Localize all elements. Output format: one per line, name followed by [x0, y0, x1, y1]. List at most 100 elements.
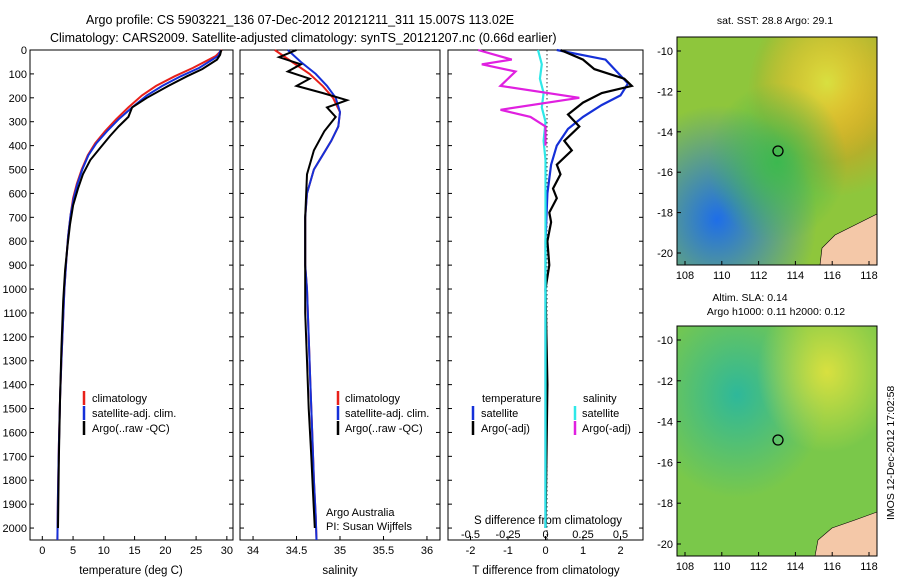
x-tick-label: 1	[580, 545, 586, 557]
map-x-tick-label: 108	[676, 270, 694, 282]
map-y-tick-label: -18	[657, 498, 673, 510]
sla-yellow-region	[677, 326, 877, 556]
temp-series-2	[57, 49, 223, 529]
salinity-x-axis: 34 34.5 35 35.5 36	[247, 536, 433, 557]
map-x-tick-label: 114	[787, 270, 805, 282]
map-y-tick-label: -14	[657, 417, 673, 429]
map-y-tick-label: -14	[657, 127, 673, 139]
legend-t-argo: Argo(-adj)	[481, 423, 530, 435]
map-y-tick-label: -20	[657, 539, 673, 551]
diff-series-2	[536, 49, 547, 528]
s-diff-tick-label: 0.5	[613, 529, 628, 541]
x-tick-label: 30	[221, 545, 233, 557]
depth-axis: 0 100 200 300 400 500 600 700 800 900 1000 1100 1200…	[3, 45, 643, 535]
diff-series-1	[544, 48, 635, 529]
diff-series-3	[477, 48, 580, 146]
map-y-tick-label: -16	[657, 167, 673, 179]
depth-tick-label: 800	[9, 236, 27, 248]
pi-note: PI: Susan Wijffels	[326, 521, 412, 533]
map-x-tick-label: 116	[823, 561, 841, 573]
depth-tick-label: 1400	[3, 380, 27, 392]
x-tick-label: 20	[159, 545, 171, 557]
depth-tick-label: 1200	[3, 332, 27, 344]
depth-tick-label: 0	[21, 45, 27, 57]
x-tick-label: 2	[617, 545, 623, 557]
depth-tick-label: 1700	[3, 451, 27, 463]
x-tick-label: 35	[334, 545, 346, 557]
s-difference-label: S difference from climatology	[474, 515, 622, 527]
depth-tick-label: 2000	[3, 523, 27, 535]
sst-map-title: sat. SST: 28.8 Argo: 29.1	[717, 15, 833, 27]
legend-satellite: satellite-adj. clim.	[92, 408, 176, 420]
s-diff-tick-label: -0.5	[461, 529, 480, 541]
difference-legend: temperature salinity satellite Argo(-adj…	[471, 393, 631, 435]
legend-satellite: satellite-adj. clim.	[345, 408, 429, 420]
s-diff-tick-label: 0	[542, 529, 548, 541]
temperature-x-label: temperature (deg C)	[79, 565, 183, 577]
sla-map	[676, 325, 878, 557]
depth-tick-label: 1100	[3, 308, 27, 320]
sla-argo-location-marker	[772, 434, 784, 446]
depth-tick-label: 1800	[3, 475, 27, 487]
title-line-2: Climatology: CARS2009. Satellite-adjuste…	[50, 31, 557, 45]
depth-tick-label: 1300	[3, 356, 27, 368]
map-x-tick-label: 108	[676, 561, 694, 573]
legend-climatology: climatology	[345, 393, 401, 405]
difference-x-label: T difference from climatology	[472, 565, 619, 577]
s-difference-axis: -0.5 -0.25 0 0.25 0.5	[461, 529, 628, 541]
profile-series	[56, 48, 635, 541]
depth-tick-label: 1500	[3, 404, 27, 416]
sla-map-title-2: Argo h1000: 0.11 h2000: 0.12	[707, 306, 845, 318]
legend-s-satellite: satellite	[582, 408, 619, 420]
legend-argo: Argo(..raw -QC)	[345, 423, 423, 435]
x-tick-label: 0	[39, 545, 45, 557]
map-x-tick-label: 118	[860, 561, 878, 573]
x-tick-label: 35.5	[373, 545, 394, 557]
x-tick-label: 25	[190, 545, 202, 557]
sla-map-title-1: Altim. SLA: 0.14	[712, 292, 787, 304]
x-tick-label: 0	[542, 545, 548, 557]
temperature-legend: climatology satellite-adj. clim. Argo(..…	[82, 391, 176, 435]
sal-series-2	[276, 49, 351, 529]
legend-argo: Argo(..raw -QC)	[92, 423, 170, 435]
temperature-x-axis: 0 5 10 15 20 25 30	[39, 536, 233, 557]
map-x-tick-label: 110	[713, 270, 731, 282]
temperature-panel	[29, 49, 234, 541]
legend-s-argo: Argo(-adj)	[582, 423, 631, 435]
legend-climatology: climatology	[92, 393, 148, 405]
difference-x-axis: -2 -1 0 1 2	[466, 536, 624, 557]
depth-tick-label: 900	[9, 260, 27, 272]
depth-tick-label: 1900	[3, 499, 27, 511]
depth-tick-label: 1000	[3, 284, 27, 296]
s-diff-tick-label: -0.25	[495, 529, 520, 541]
map-x-tick-label: 112	[750, 561, 768, 573]
depth-tick-label: 300	[9, 117, 27, 129]
depth-tick-label: 500	[9, 165, 27, 177]
map-y-tick-label: -18	[657, 208, 673, 220]
salinity-panel	[239, 49, 441, 541]
title-line-1: Argo profile: CS 5903221_136 07-Dec-2012…	[86, 13, 514, 27]
sst-map-frame	[676, 36, 878, 266]
map-x-tick-label: 112	[750, 270, 768, 282]
map-x-tick-label: 116	[823, 270, 841, 282]
map-y-tick-label: -10	[657, 46, 673, 58]
x-tick-label: 15	[128, 545, 140, 557]
legend-t-satellite: satellite	[481, 408, 518, 420]
map-x-tick-label: 118	[860, 270, 878, 282]
x-tick-label: 34	[247, 545, 259, 557]
sst-argo-location-marker	[772, 145, 784, 157]
depth-tick-label: 100	[9, 69, 27, 81]
map-y-tick-label: -20	[657, 248, 673, 260]
map-y-tick-label: -12	[657, 86, 673, 98]
map-x-tick-label: 110	[713, 561, 731, 573]
depth-tick-label: 200	[9, 93, 27, 105]
s-diff-tick-label: 0.25	[572, 529, 593, 541]
sst-green-region	[677, 37, 877, 265]
x-tick-label: -1	[503, 545, 513, 557]
salinity-x-label: salinity	[322, 565, 357, 577]
map-y-tick-label: -10	[657, 335, 673, 347]
